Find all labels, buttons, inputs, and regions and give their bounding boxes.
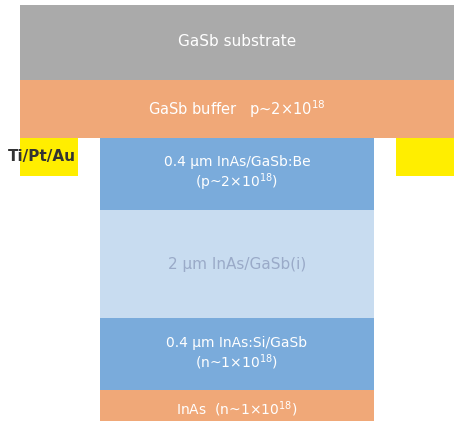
Bar xyxy=(100,210,374,318)
Bar xyxy=(20,138,78,176)
Text: GaSb buffer   p~2×10$^{18}$: GaSb buffer p~2×10$^{18}$ xyxy=(148,98,326,120)
Bar xyxy=(20,5,454,80)
Text: GaSb substrate: GaSb substrate xyxy=(178,35,296,50)
Text: 0.4 μm InAs/GaSb:Be
(p~2×10$^{18}$): 0.4 μm InAs/GaSb:Be (p~2×10$^{18}$) xyxy=(164,155,310,193)
Text: 0.4 μm InAs:Si/GaSb
(n~1×10$^{18}$): 0.4 μm InAs:Si/GaSb (n~1×10$^{18}$) xyxy=(166,336,308,372)
Bar xyxy=(20,80,454,138)
Bar xyxy=(100,318,374,390)
Text: Ti/Pt/Au: Ti/Pt/Au xyxy=(8,149,76,165)
Text: 2 μm InAs/GaSb(i): 2 μm InAs/GaSb(i) xyxy=(168,256,306,272)
Text: InAs  (n~1×10$^{18}$): InAs (n~1×10$^{18}$) xyxy=(176,399,298,419)
Bar xyxy=(100,390,374,421)
Bar xyxy=(396,138,454,176)
Bar xyxy=(100,138,374,210)
